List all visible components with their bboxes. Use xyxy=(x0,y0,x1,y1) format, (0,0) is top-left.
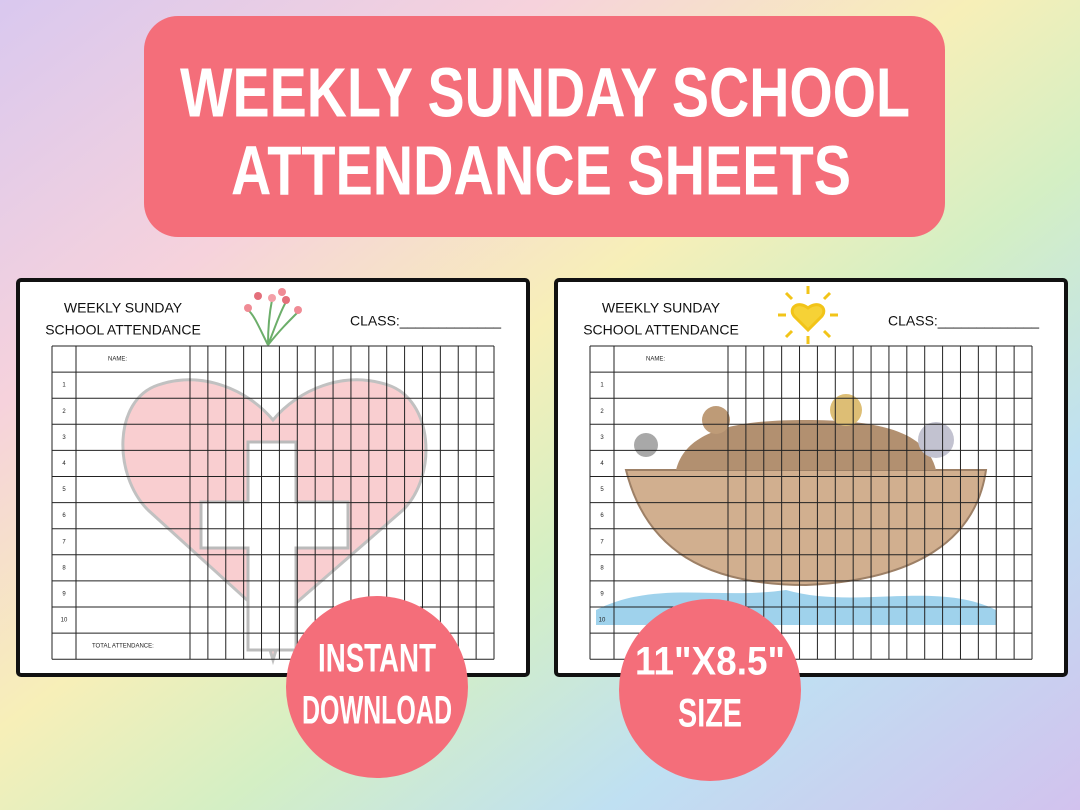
banner-line: ATTENDANCE SHEETS xyxy=(231,131,851,209)
row-number: 8 xyxy=(62,565,66,571)
row-number: 9 xyxy=(600,592,604,598)
row-number: 8 xyxy=(600,565,604,571)
row-number: 5 xyxy=(600,487,604,493)
row-number: 4 xyxy=(62,461,66,467)
sun xyxy=(778,286,838,344)
total-label: TOTAL ATTENDANCE: xyxy=(92,644,154,650)
badge-text: SIZE xyxy=(678,692,742,736)
row-number: 6 xyxy=(62,513,66,519)
badge-text: DOWNLOAD xyxy=(302,689,452,733)
banner-line: WEEKLY SUNDAY SCHOOL xyxy=(180,53,910,131)
row-number: 7 xyxy=(600,539,604,545)
class-label: CLASS:_____________ xyxy=(350,313,501,329)
row-number: 3 xyxy=(600,435,604,441)
class-label: CLASS:_____________ xyxy=(888,313,1039,329)
badge-text: INSTANT xyxy=(318,637,436,681)
badge xyxy=(619,599,801,781)
row-number: 3 xyxy=(62,435,66,441)
row-number: 7 xyxy=(62,539,66,545)
row-number: 1 xyxy=(62,383,66,389)
badge-text: 11"X8.5" xyxy=(635,640,785,684)
sheet-title: SCHOOL ATTENDANCE xyxy=(45,322,201,338)
row-number: 1 xyxy=(600,383,604,389)
badge xyxy=(286,596,468,778)
sheet: WEEKLY SUNDAY SCHOOL ATTENDANCE CLASS:____… xyxy=(554,278,1068,677)
row-number: 6 xyxy=(600,513,604,519)
sheet-title: SCHOOL ATTENDANCE xyxy=(583,322,739,338)
row-number: 10 xyxy=(61,618,68,624)
flowers xyxy=(244,288,302,346)
row-number: 4 xyxy=(600,461,604,467)
row-number: 5 xyxy=(62,487,66,493)
sheet: WEEKLY SUNDAY SCHOOL ATTENDANCE CLASS:____… xyxy=(16,278,530,677)
banner xyxy=(144,16,945,237)
name-header: NAME: xyxy=(646,357,665,363)
sheet-title: WEEKLY SUNDAY xyxy=(602,300,721,316)
name-header: NAME: xyxy=(108,357,127,363)
sheet-title: WEEKLY SUNDAY xyxy=(64,300,183,316)
row-number: 10 xyxy=(599,618,606,624)
row-number: 2 xyxy=(600,409,604,415)
row-number: 9 xyxy=(62,592,66,598)
row-number: 2 xyxy=(62,409,66,415)
